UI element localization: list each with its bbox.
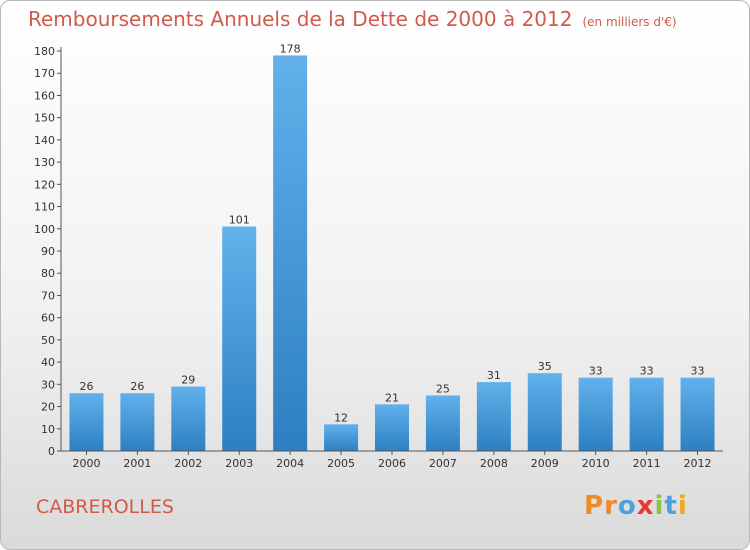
bar-value-label: 178 bbox=[280, 42, 301, 55]
bar-2008 bbox=[476, 382, 511, 451]
city-name: CABREROLLES bbox=[36, 496, 174, 518]
logo-letter: P bbox=[584, 491, 605, 521]
bar-value-label: 12 bbox=[334, 411, 348, 424]
y-tick-label: 60 bbox=[41, 312, 55, 325]
bar-2001 bbox=[120, 393, 155, 451]
bar-2003 bbox=[222, 226, 257, 451]
y-tick-label: 0 bbox=[48, 445, 55, 458]
y-tick-label: 70 bbox=[41, 289, 55, 302]
chart-unit: (en milliers d'€) bbox=[582, 15, 677, 29]
x-tick-label: 2009 bbox=[531, 457, 559, 470]
bar-value-label: 101 bbox=[229, 214, 250, 227]
x-tick-label: 2002 bbox=[174, 457, 202, 470]
bar-2005 bbox=[324, 424, 359, 451]
x-tick-label: 2010 bbox=[582, 457, 610, 470]
x-tick-label: 2004 bbox=[276, 457, 304, 470]
bar-value-label: 26 bbox=[130, 380, 144, 393]
x-tick-label: 2001 bbox=[123, 457, 151, 470]
x-tick-label: 2007 bbox=[429, 457, 457, 470]
logo-letter: r bbox=[604, 491, 618, 521]
bar-value-label: 33 bbox=[589, 365, 603, 378]
y-tick-label: 30 bbox=[41, 378, 55, 391]
proxiti-logo: Proxiti bbox=[584, 491, 688, 521]
x-tick-label: 2005 bbox=[327, 457, 355, 470]
y-tick-label: 180 bbox=[34, 45, 55, 58]
x-tick-label: 2012 bbox=[684, 457, 712, 470]
y-tick-label: 50 bbox=[41, 334, 55, 347]
bar-2004 bbox=[273, 55, 308, 451]
y-tick-label: 20 bbox=[41, 401, 55, 414]
y-tick-label: 80 bbox=[41, 267, 55, 280]
y-tick-label: 150 bbox=[34, 112, 55, 125]
logo-letter: t bbox=[664, 491, 678, 521]
bar-2009 bbox=[527, 373, 562, 451]
logo-letter: i bbox=[677, 491, 688, 521]
bar-value-label: 25 bbox=[436, 382, 450, 395]
y-tick-label: 120 bbox=[34, 178, 55, 191]
x-axis: 2000 2001 2002 2003 2004 2005 2006 2007 2008 2009… bbox=[61, 450, 723, 470]
bar-value-label: 33 bbox=[640, 365, 654, 378]
y-tick-label: 170 bbox=[34, 67, 55, 80]
y-tick-label: 110 bbox=[34, 201, 55, 214]
bar-value-label: 35 bbox=[538, 360, 552, 373]
bar-value-label: 26 bbox=[79, 380, 93, 393]
bar-2011 bbox=[629, 377, 664, 451]
y-tick-label: 90 bbox=[41, 245, 55, 258]
y-tick-label: 100 bbox=[34, 223, 55, 236]
x-tick-label: 2011 bbox=[633, 457, 661, 470]
x-tick-label: 2003 bbox=[225, 457, 253, 470]
bar-value-label: 31 bbox=[487, 369, 501, 382]
bar-2007 bbox=[425, 395, 460, 451]
bar-value-label: 29 bbox=[181, 374, 195, 387]
y-tick-label: 10 bbox=[41, 423, 55, 436]
y-tick-label: 40 bbox=[41, 356, 55, 369]
x-tick-label: 2006 bbox=[378, 457, 406, 470]
chart-title-text: Remboursements Annuels de la Dette de 20… bbox=[28, 7, 573, 31]
y-tick-label: 160 bbox=[34, 89, 55, 102]
bar-2012 bbox=[680, 377, 715, 451]
y-tick-label: 130 bbox=[34, 156, 55, 169]
bar-value-label: 21 bbox=[385, 391, 399, 404]
logo-letter: x bbox=[636, 491, 655, 521]
x-tick-label: 2000 bbox=[72, 457, 100, 470]
x-tick-label: 2008 bbox=[480, 457, 508, 470]
logo-letter: o bbox=[617, 491, 637, 521]
logo-letter: i bbox=[654, 491, 665, 521]
bar-2002 bbox=[171, 386, 206, 451]
y-axis: 0 10 20 30 40 50 60 70 80 90 100 110 120 130 140 150 160… bbox=[34, 45, 62, 458]
bar-2000 bbox=[69, 393, 104, 451]
bar-value-label: 33 bbox=[691, 365, 705, 378]
y-tick-label: 140 bbox=[34, 134, 55, 147]
bar-2006 bbox=[375, 404, 409, 451]
chart-title: Remboursements Annuels de la Dette de 20… bbox=[28, 7, 677, 31]
bars: 26 26 29 101 178 12 21 25 31 35 33 33 33 bbox=[69, 42, 715, 451]
bar-2010 bbox=[578, 377, 613, 451]
